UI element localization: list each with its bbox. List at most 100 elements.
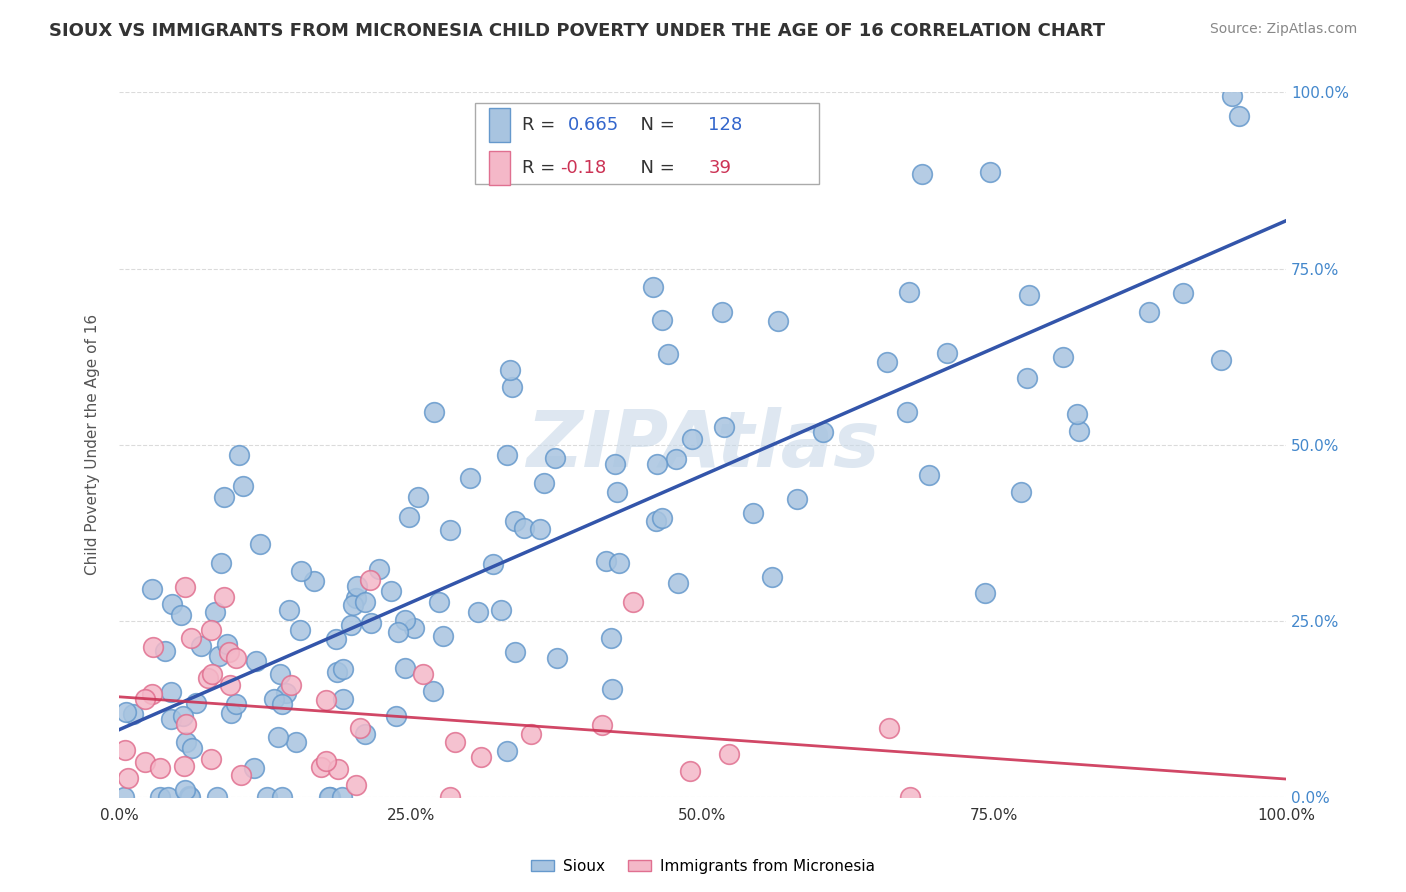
- Point: [544, 450, 567, 465]
- Point: [1066, 407, 1088, 421]
- Point: [1018, 287, 1040, 301]
- Point: [302, 574, 325, 589]
- Point: [546, 650, 568, 665]
- Point: [1052, 351, 1074, 365]
- Point: [911, 167, 934, 181]
- Point: [973, 586, 995, 600]
- Point: [501, 380, 523, 394]
- Point: [718, 747, 741, 762]
- Point: [645, 457, 668, 471]
- Point: [896, 405, 918, 419]
- Text: Source: ZipAtlas.com: Source: ZipAtlas.com: [1209, 22, 1357, 37]
- Point: [180, 741, 202, 756]
- Point: [423, 405, 446, 419]
- Point: [209, 556, 232, 570]
- Point: [186, 696, 208, 710]
- Point: [666, 576, 689, 591]
- Point: [276, 685, 298, 699]
- Point: [427, 595, 450, 609]
- Text: N =: N =: [628, 159, 681, 177]
- Legend: Sioux, Immigrants from Micronesia: Sioux, Immigrants from Micronesia: [524, 853, 882, 880]
- Point: [280, 677, 302, 691]
- Y-axis label: Child Poverty Under the Age of 16: Child Poverty Under the Age of 16: [86, 314, 100, 575]
- Point: [467, 605, 489, 619]
- Point: [1227, 109, 1250, 123]
- Point: [482, 557, 505, 571]
- Point: [159, 685, 181, 699]
- Point: [156, 790, 179, 805]
- Point: [936, 345, 959, 359]
- Point: [679, 764, 702, 778]
- Point: [200, 667, 222, 681]
- Point: [179, 790, 201, 805]
- Point: [326, 762, 349, 776]
- Text: 128: 128: [709, 116, 742, 134]
- Point: [315, 754, 337, 768]
- Point: [499, 363, 522, 377]
- Point: [174, 717, 197, 731]
- Point: [1137, 305, 1160, 319]
- Point: [432, 629, 454, 643]
- FancyBboxPatch shape: [489, 151, 510, 185]
- Point: [354, 595, 377, 609]
- Point: [1209, 353, 1232, 368]
- Point: [766, 314, 789, 328]
- Point: [179, 789, 201, 804]
- Point: [591, 717, 613, 731]
- Point: [174, 734, 197, 748]
- Point: [117, 772, 139, 786]
- Point: [385, 708, 408, 723]
- Point: [180, 631, 202, 645]
- Point: [200, 623, 222, 637]
- Point: [460, 471, 482, 485]
- Point: [741, 506, 763, 520]
- Point: [270, 697, 292, 711]
- Point: [979, 164, 1001, 178]
- Point: [170, 608, 193, 623]
- Point: [607, 556, 630, 570]
- Point: [115, 705, 138, 719]
- FancyBboxPatch shape: [475, 103, 820, 184]
- Point: [394, 613, 416, 627]
- Point: [621, 595, 644, 609]
- Point: [342, 598, 364, 612]
- Point: [439, 523, 461, 537]
- Point: [318, 790, 340, 805]
- Point: [225, 650, 247, 665]
- Point: [160, 597, 183, 611]
- Point: [710, 305, 733, 319]
- Point: [644, 515, 666, 529]
- Text: ZIPAtlas: ZIPAtlas: [526, 407, 879, 483]
- Text: R =: R =: [522, 116, 561, 134]
- Point: [315, 693, 337, 707]
- Point: [600, 681, 623, 696]
- Point: [114, 743, 136, 757]
- Point: [876, 355, 898, 369]
- Point: [811, 425, 834, 439]
- Point: [245, 654, 267, 668]
- Point: [269, 667, 291, 681]
- Point: [387, 624, 409, 639]
- Point: [367, 562, 389, 576]
- Point: [503, 645, 526, 659]
- Point: [332, 662, 354, 676]
- Point: [332, 692, 354, 706]
- Point: [1220, 88, 1243, 103]
- Point: [200, 752, 222, 766]
- Point: [918, 467, 941, 482]
- Point: [496, 449, 519, 463]
- Point: [172, 709, 194, 723]
- Point: [398, 509, 420, 524]
- Point: [141, 582, 163, 596]
- Point: [605, 457, 627, 471]
- Text: SIOUX VS IMMIGRANTS FROM MICRONESIA CHILD POVERTY UNDER THE AGE OF 16 CORRELATIO: SIOUX VS IMMIGRANTS FROM MICRONESIA CHIL…: [49, 22, 1105, 40]
- Point: [898, 790, 921, 805]
- Point: [212, 590, 235, 604]
- Point: [149, 790, 172, 805]
- Point: [665, 452, 688, 467]
- Point: [344, 778, 367, 792]
- Point: [174, 580, 197, 594]
- Point: [713, 420, 735, 434]
- Point: [309, 760, 332, 774]
- Point: [290, 565, 312, 579]
